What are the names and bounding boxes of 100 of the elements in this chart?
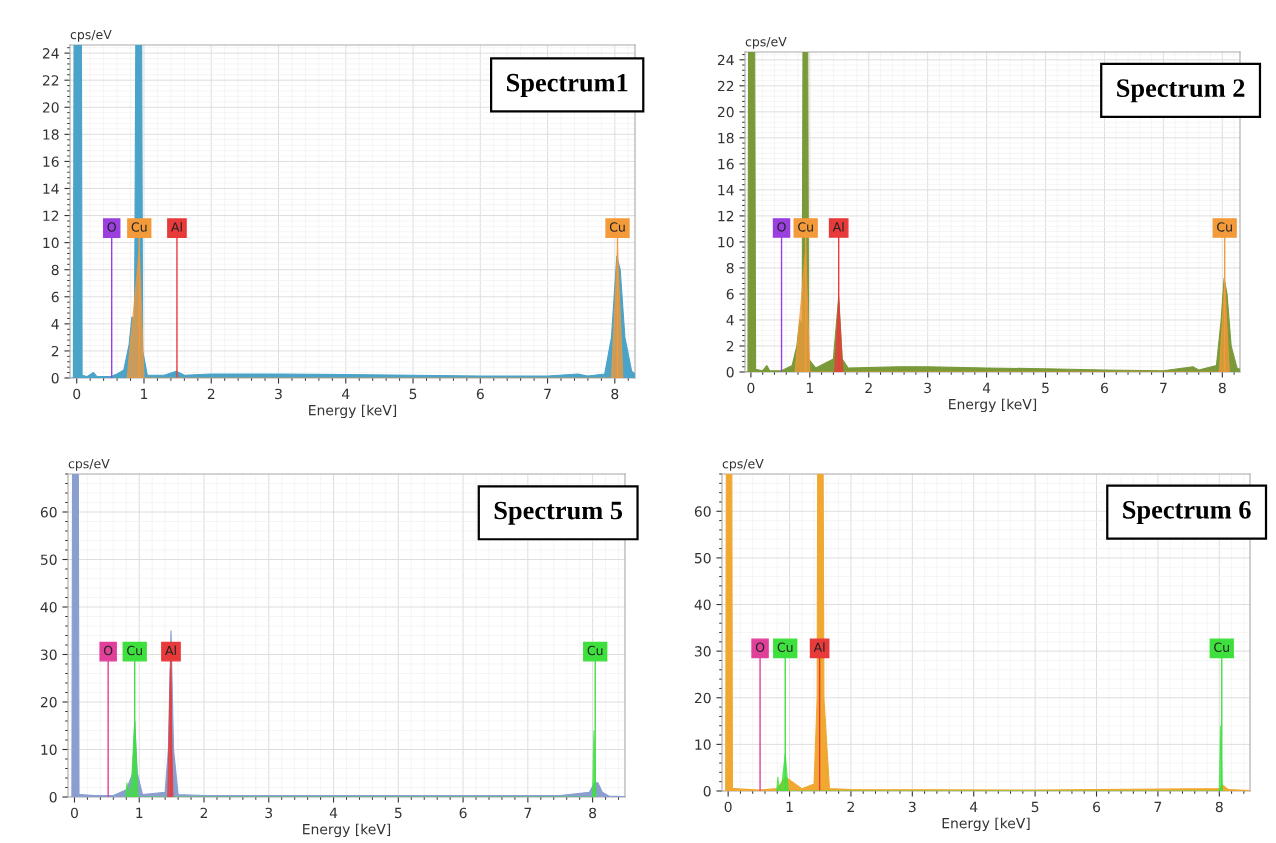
y-tick-label: 6 [726, 288, 734, 300]
y-tick-label: 20 [694, 692, 711, 704]
y-tick-label: 10 [695, 739, 711, 750]
y-tick-label: 20 [42, 102, 59, 113]
ref-line-label: Cu [131, 222, 147, 232]
text: Spectrum 2 [1117, 79, 1245, 103]
x-tick-label: 5 [409, 388, 417, 400]
x-tick-label: 2 [847, 801, 854, 812]
x-tick-label: 8 [1218, 382, 1226, 394]
y-tick-label: 0 [726, 366, 734, 378]
text: Spectrum 5 [494, 501, 623, 525]
x-tick-label: 7 [524, 807, 532, 818]
x-axis-title: Energy [keV] [309, 404, 397, 419]
x-tick-label: 3 [275, 388, 282, 400]
y-tick-label: 50 [694, 552, 711, 564]
ref-line-label: Cu [1217, 222, 1232, 232]
y-tick-label: 12 [43, 210, 59, 221]
y-tick-label: 60 [40, 506, 57, 518]
ref-line-label: Cu [609, 222, 625, 232]
y-tick-label: 14 [718, 185, 734, 196]
y-tick-label: 6 [51, 291, 59, 303]
x-tick-label: 8 [1215, 801, 1223, 813]
y-tick-label: 12 [718, 210, 734, 222]
text: Spectrum1 [507, 73, 628, 97]
ref-line-label: Al [832, 221, 844, 232]
ref-line-label: O [103, 645, 113, 656]
x-tick-label: 2 [865, 382, 872, 393]
x-tick-label: 2 [200, 807, 208, 818]
x-tick-label: 1 [136, 807, 143, 818]
x-tick-label: 0 [73, 388, 81, 400]
x-tick-label: 0 [747, 382, 755, 394]
y-tick-label: 60 [694, 506, 711, 517]
ref-line-label: Cu [1214, 642, 1229, 652]
y-axis-title: cps/eV [70, 29, 112, 42]
y-tick-label: 0 [51, 372, 59, 384]
y-tick-label: 30 [40, 649, 57, 660]
x-tick-label: 4 [982, 382, 991, 393]
ref-line-label: Cu [798, 222, 813, 232]
x-tick-label: 2 [207, 388, 215, 399]
x-tick-label: 0 [70, 807, 78, 819]
ref-line-label: Al [813, 642, 825, 652]
x-axis-title: Energy [keV] [303, 823, 391, 838]
y-tick-label: 0 [49, 791, 57, 803]
x-tick-label: 6 [1101, 382, 1109, 394]
y-tick-label: 0 [703, 785, 711, 797]
x-tick-label: 1 [806, 382, 813, 393]
y-axis-title: cps/eV [722, 459, 764, 471]
y-tick-label: 2 [51, 345, 59, 357]
y-tick-label: 16 [718, 158, 734, 170]
x-tick-label: 5 [1042, 382, 1049, 394]
x-tick-label: 4 [329, 807, 338, 818]
x-tick-label: 6 [459, 807, 467, 819]
x-tick-label: 3 [265, 807, 273, 819]
y-tick-label: 8 [51, 264, 59, 276]
y-tick-label: 18 [43, 129, 59, 140]
x-tick-label: 8 [611, 388, 619, 400]
x-tick-label: 4 [969, 801, 978, 812]
x-tick-label: 6 [476, 388, 484, 400]
y-tick-label: 22 [42, 75, 59, 86]
x-tick-label: 1 [141, 388, 148, 399]
y-tick-label: 40 [40, 601, 57, 613]
x-tick-label: 5 [394, 807, 402, 819]
ref-line-label: Al [165, 645, 176, 656]
y-tick-label: 24 [42, 48, 59, 59]
ref-line-label: Al [171, 222, 182, 232]
y-tick-label: 30 [694, 646, 711, 657]
x-axis-title: Energy [keV] [942, 817, 1030, 832]
y-tick-label: 14 [43, 183, 59, 194]
y-tick-label: 10 [43, 237, 59, 249]
y-tick-label: 20 [40, 696, 57, 708]
x-tick-label: 6 [1093, 801, 1101, 813]
ref-line-label: O [755, 642, 765, 652]
ref-line-label: Cu [587, 645, 603, 656]
ref-line-label: O [777, 222, 786, 232]
ref-line-label: Cu [777, 642, 793, 652]
x-tick-label: 7 [1160, 382, 1167, 393]
ref-line-label: Cu [127, 645, 142, 656]
y-tick-label: 22 [717, 80, 734, 92]
x-tick-label: 4 [342, 388, 350, 399]
x-tick-label: 8 [589, 807, 597, 819]
y-tick-label: 50 [40, 554, 57, 565]
text: Spectrum 6 [1123, 500, 1251, 525]
x-tick-label: 1 [786, 801, 793, 812]
y-axis-title: cps/eV [68, 459, 110, 471]
x-tick-label: 3 [924, 382, 931, 394]
x-tick-label: 3 [908, 801, 916, 813]
y-tick-label: 40 [694, 599, 711, 610]
y-tick-label: 10 [718, 236, 734, 248]
y-tick-label: 10 [41, 744, 57, 755]
y-tick-label: 24 [717, 54, 734, 66]
x-tick-label: 5 [1031, 801, 1039, 813]
x-tick-label: 7 [544, 388, 551, 399]
y-tick-label: 20 [717, 106, 734, 118]
y-tick-label: 18 [718, 132, 734, 144]
ref-line-label: O [107, 222, 116, 232]
y-tick-label: 8 [726, 262, 734, 274]
y-tick-label: 4 [726, 315, 734, 326]
x-axis-title: Energy [keV] [949, 398, 1037, 413]
y-axis-title: cps/eV [745, 37, 787, 49]
y-tick-label: 16 [43, 156, 59, 167]
